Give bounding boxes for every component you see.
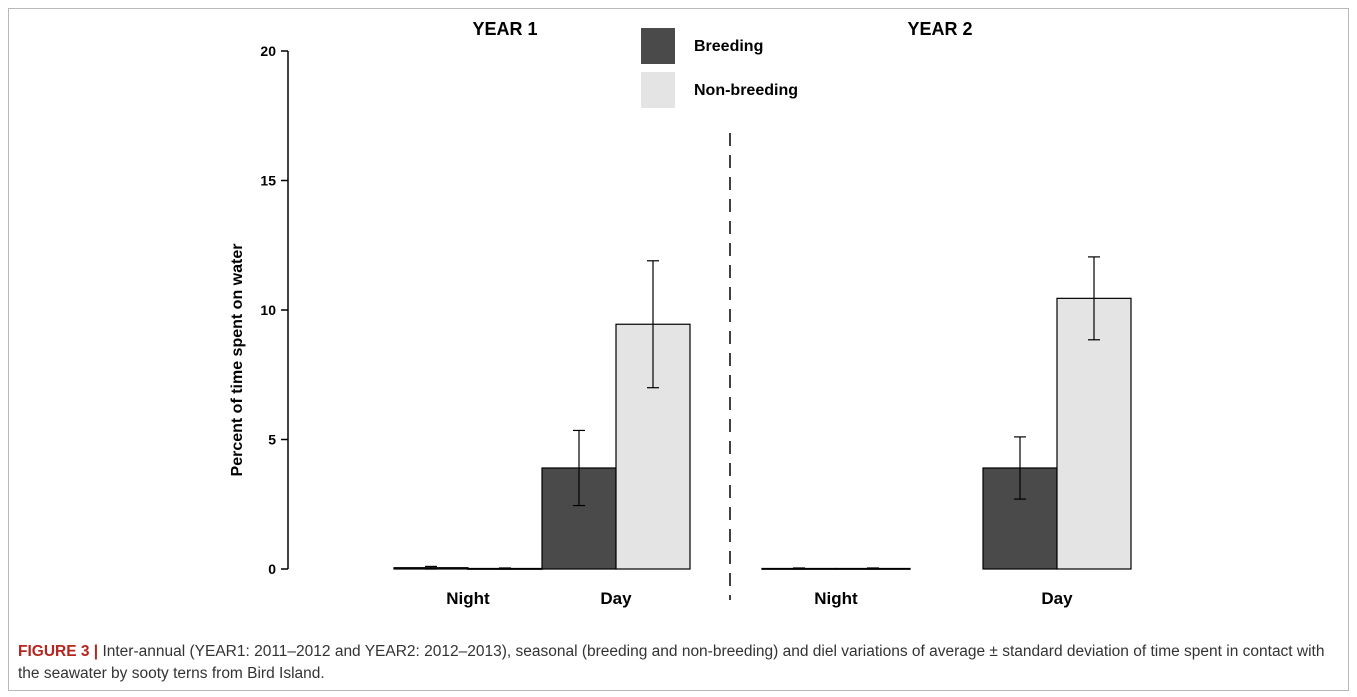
legend-label: Non-breeding xyxy=(694,82,798,99)
legend-label: Breeding xyxy=(694,38,763,55)
legend-swatch-breeding xyxy=(641,28,675,64)
x-category-label: Night xyxy=(814,589,858,608)
y-tick-label: 10 xyxy=(260,302,276,318)
caption-label: FIGURE 3 | xyxy=(18,643,99,660)
panel-title: YEAR 1 xyxy=(472,19,537,39)
caption-text: Inter-annual (YEAR1: 2011–2012 and YEAR2… xyxy=(18,643,1325,682)
x-category-label: Day xyxy=(1041,589,1073,608)
figure-caption: FIGURE 3 | Inter-annual (YEAR1: 2011–201… xyxy=(18,641,1338,685)
legend-swatch-non-breeding xyxy=(641,72,675,108)
bar-chart: 0 5 10 15 20 Percent of time spent on water YE… xyxy=(229,19,1132,608)
x-category-label: Day xyxy=(600,589,632,608)
y-tick-label: 15 xyxy=(260,173,276,189)
y-tick-label: 20 xyxy=(260,43,276,59)
bar-non-breeding xyxy=(1056,297,1132,570)
y-tick-label: 5 xyxy=(268,432,276,448)
x-category-label: Night xyxy=(446,589,490,608)
figure-frame xyxy=(8,8,1349,691)
panel-title: YEAR 2 xyxy=(907,19,972,39)
y-tick-label: 0 xyxy=(268,561,276,577)
y-axis-label: Percent of time spent on water xyxy=(229,244,246,477)
